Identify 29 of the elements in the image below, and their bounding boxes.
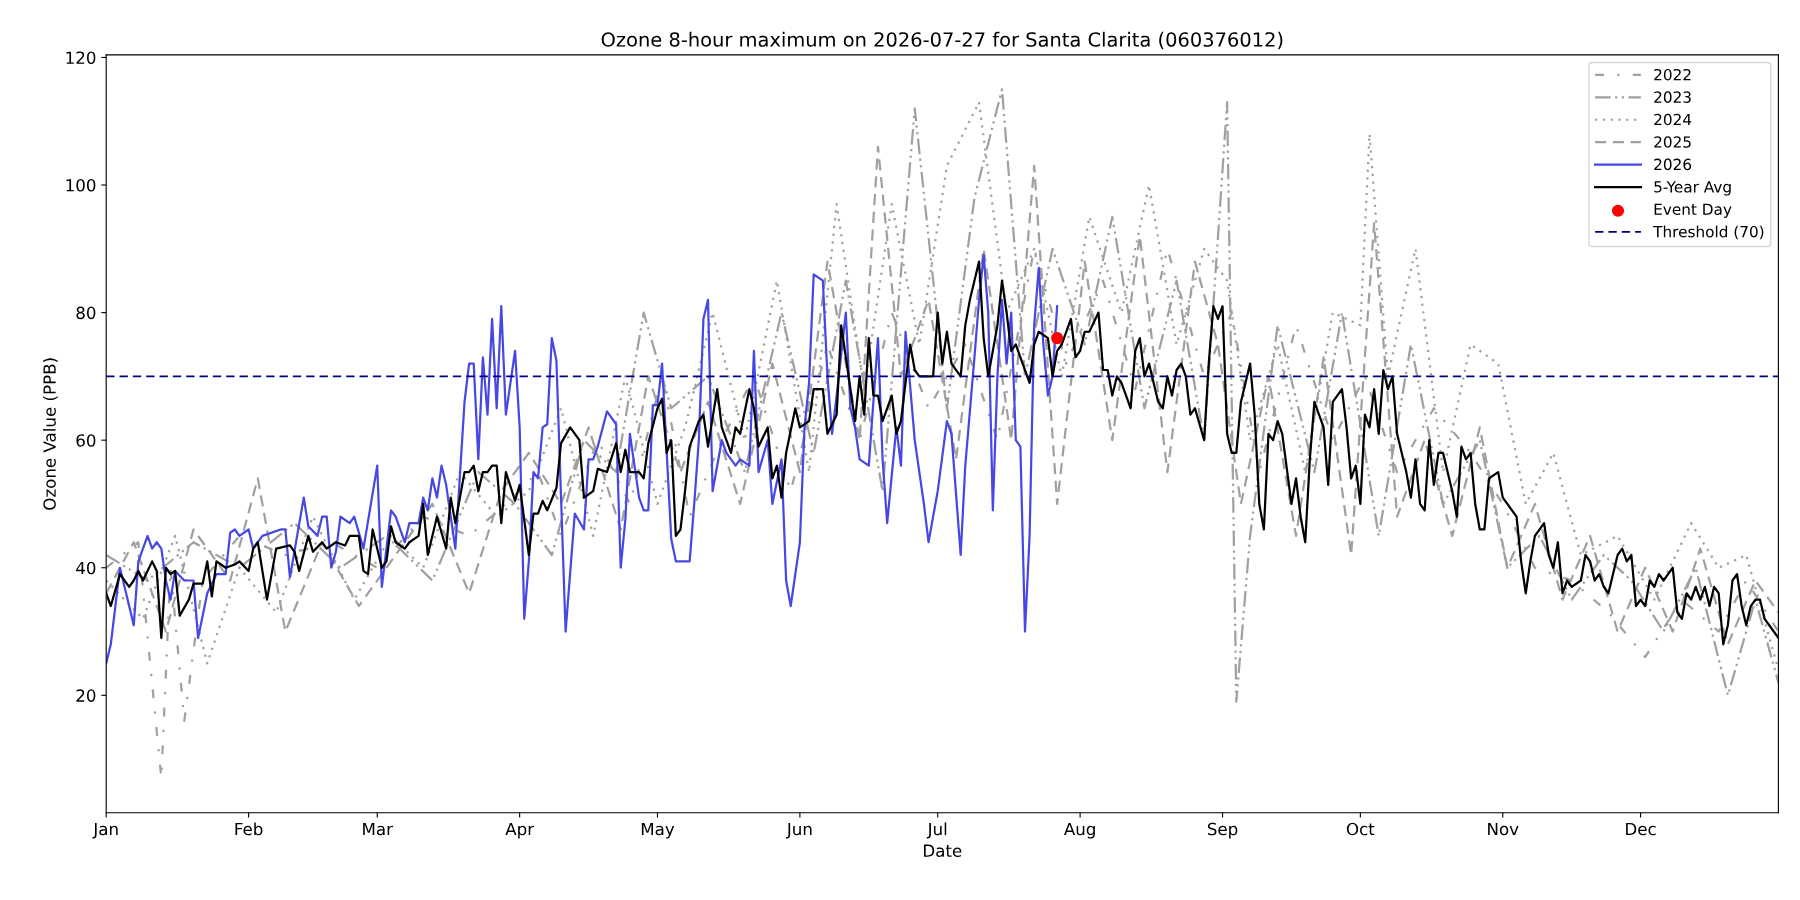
y-tick-label: 120 bbox=[66, 51, 96, 65]
y-tick-label: 40 bbox=[76, 561, 96, 575]
x-tick-label: Jan bbox=[92, 822, 118, 839]
x-tick-label: Nov bbox=[1488, 822, 1519, 836]
x-tick-label: Aug bbox=[1063, 822, 1095, 839]
y-tick-label: 80 bbox=[76, 306, 96, 320]
legend-label: 2026 bbox=[1654, 158, 1692, 171]
legend-label: 2022 bbox=[1654, 68, 1691, 81]
legend-label: 5-Year Avg bbox=[1654, 181, 1731, 196]
y-axis-title: Ozone Value (PPB) bbox=[42, 358, 58, 510]
x-tick-label: Jul bbox=[926, 822, 947, 839]
x-tick-label: Mar bbox=[363, 822, 393, 836]
y-tick-label: 60 bbox=[76, 434, 96, 447]
legend-label: Threshold (70) bbox=[1653, 225, 1764, 240]
x-tick-label: Oct bbox=[1346, 822, 1375, 836]
x-tick-label: Feb bbox=[235, 822, 263, 836]
chart-title: Ozone 8-hour maximum on 2026-07-27 for Santa Clarita (060376012) bbox=[601, 31, 1283, 50]
x-tick-label: Dec bbox=[1626, 822, 1656, 836]
legend-label: 2025 bbox=[1654, 136, 1691, 148]
y-tick-label: 100 bbox=[66, 178, 96, 192]
x-tick-label: Jun bbox=[786, 822, 812, 839]
legend-label: 2024 bbox=[1654, 113, 1692, 126]
legend-label: Event Day bbox=[1654, 203, 1732, 218]
x-tick-label: May bbox=[641, 822, 675, 839]
x-axis-title: Date bbox=[924, 844, 962, 858]
y-tick-label: 20 bbox=[76, 689, 96, 702]
x-tick-label: Sep bbox=[1207, 822, 1238, 839]
legend-label: 2023 bbox=[1654, 91, 1691, 103]
x-tick-label: Apr bbox=[505, 822, 535, 839]
